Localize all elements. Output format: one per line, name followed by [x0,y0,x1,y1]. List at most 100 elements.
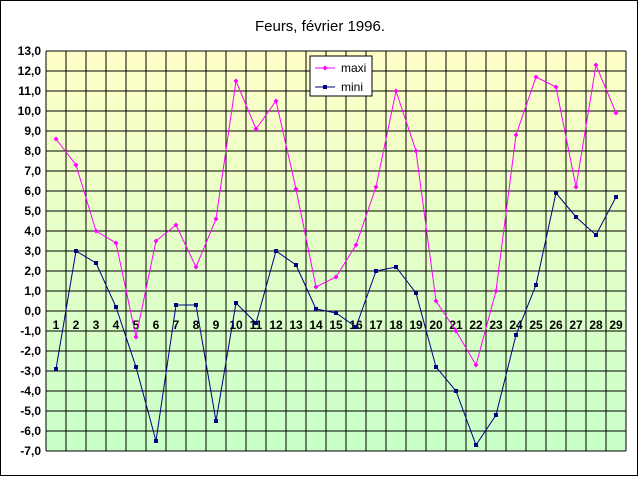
data-point-mini [274,249,278,253]
x-tick-label: 13 [289,318,303,332]
data-point-mini [414,291,418,295]
y-tick-label: 5,0 [24,204,41,218]
x-tick-label: 9 [213,318,220,332]
data-point-mini [54,367,58,371]
x-tick-label: 28 [589,318,603,332]
data-point-maxi [93,228,99,234]
data-point-maxi [493,288,499,294]
data-point-mini [574,215,578,219]
y-tick-label: 1,0 [24,284,41,298]
data-point-maxi [433,298,439,304]
data-point-mini [334,311,338,315]
data-point-mini [154,439,158,443]
y-tick-labels: 13,0 12,0 11,0 10,0 9,0 8,0 7,0 6,0 5,0 4,0 3,0 2,0… [18,44,42,458]
y-tick-label: 7,0 [24,164,41,178]
data-point-mini [374,269,378,273]
data-point-mini [294,263,298,267]
x-tick-label: 17 [369,318,383,332]
data-point-maxi [353,242,359,248]
data-point-maxi [173,222,179,228]
legend: maxi mini [309,55,373,97]
data-point-maxi [193,264,199,270]
y-tick-label: -1,0 [20,324,41,338]
legend-marker-mini [323,85,327,89]
y-tick-label: -4,0 [20,384,41,398]
data-point-maxi [73,162,79,168]
legend-label-mini: mini [341,80,363,94]
x-tick-label: 7 [173,318,180,332]
data-point-maxi [573,184,579,190]
x-tick-label: 1 [53,318,60,332]
legend-marker-maxi [322,65,328,71]
x-tick-label: 26 [549,318,563,332]
legend-label-maxi: maxi [341,61,366,75]
x-tick-label: 3 [93,318,100,332]
x-tick-label: 8 [193,318,200,332]
data-point-mini [174,303,178,307]
data-point-maxi [473,362,479,368]
data-point-mini [454,389,458,393]
data-point-mini [614,195,618,199]
y-tick-label: -6,0 [20,424,41,438]
x-tick-label: 18 [389,318,403,332]
data-point-maxi [293,186,299,192]
data-point-maxi [53,136,59,142]
x-tick-label: 5 [133,318,140,332]
data-point-maxi [393,88,399,94]
data-point-mini [394,265,398,269]
x-tick-label: 23 [489,318,503,332]
x-tick-label: 19 [409,318,423,332]
data-point-mini [534,283,538,287]
data-point-maxi [213,216,219,222]
data-point-mini [314,307,318,311]
y-tick-label: 13,0 [18,44,42,58]
y-tick-label: 10,0 [18,104,42,118]
data-point-mini [554,191,558,195]
x-tick-label: 25 [529,318,543,332]
data-point-mini [354,325,358,329]
y-tick-label: 8,0 [24,144,41,158]
series-lines [53,62,619,447]
y-tick-label: 9,0 [24,124,41,138]
data-point-maxi [533,74,539,80]
data-point-maxi [153,238,159,244]
x-tick-label: 2 [73,318,80,332]
x-tick-label: 29 [609,318,623,332]
data-point-maxi [133,334,139,340]
data-point-maxi [373,184,379,190]
y-tick-label: 3,0 [24,244,41,258]
legend-box [309,55,373,97]
data-point-mini [594,233,598,237]
chart-title: Feurs, février 1996. [254,18,386,35]
y-tick-label: 2,0 [24,264,41,278]
x-tick-label: 24 [509,318,523,332]
data-point-maxi [553,84,559,90]
x-tick-label: 15 [329,318,343,332]
data-point-maxi [113,240,119,246]
data-point-mini [74,249,78,253]
data-point-maxi [273,98,279,104]
y-tick-label: 11,0 [18,84,41,98]
data-point-maxi [613,110,619,116]
x-tick-label: 14 [309,318,323,332]
data-point-mini [254,321,258,325]
y-tick-label: -7,0 [20,444,41,458]
data-point-mini [114,305,118,309]
data-point-mini [214,419,218,423]
data-point-mini [474,443,478,447]
y-tick-label: 4,0 [24,224,41,238]
data-point-maxi [413,148,419,154]
data-point-maxi [333,274,339,280]
x-tick-label: 12 [269,318,283,332]
data-point-maxi [313,284,319,290]
data-point-mini [434,365,438,369]
y-tick-label: 6,0 [24,184,41,198]
x-tick-label: 20 [429,318,443,332]
data-point-maxi [593,62,599,68]
x-tick-label: 21 [449,318,463,332]
x-tick-label: 4 [113,318,120,332]
x-tick-label: 6 [153,318,160,332]
data-point-mini [514,333,518,337]
data-point-mini [494,413,498,417]
